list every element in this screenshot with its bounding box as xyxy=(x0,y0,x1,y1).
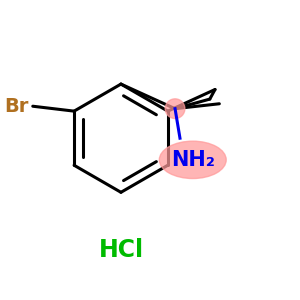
Text: HCl: HCl xyxy=(98,238,143,262)
Circle shape xyxy=(165,99,185,118)
Text: Br: Br xyxy=(4,97,29,116)
Ellipse shape xyxy=(159,141,226,178)
Text: NH₂: NH₂ xyxy=(171,150,215,170)
